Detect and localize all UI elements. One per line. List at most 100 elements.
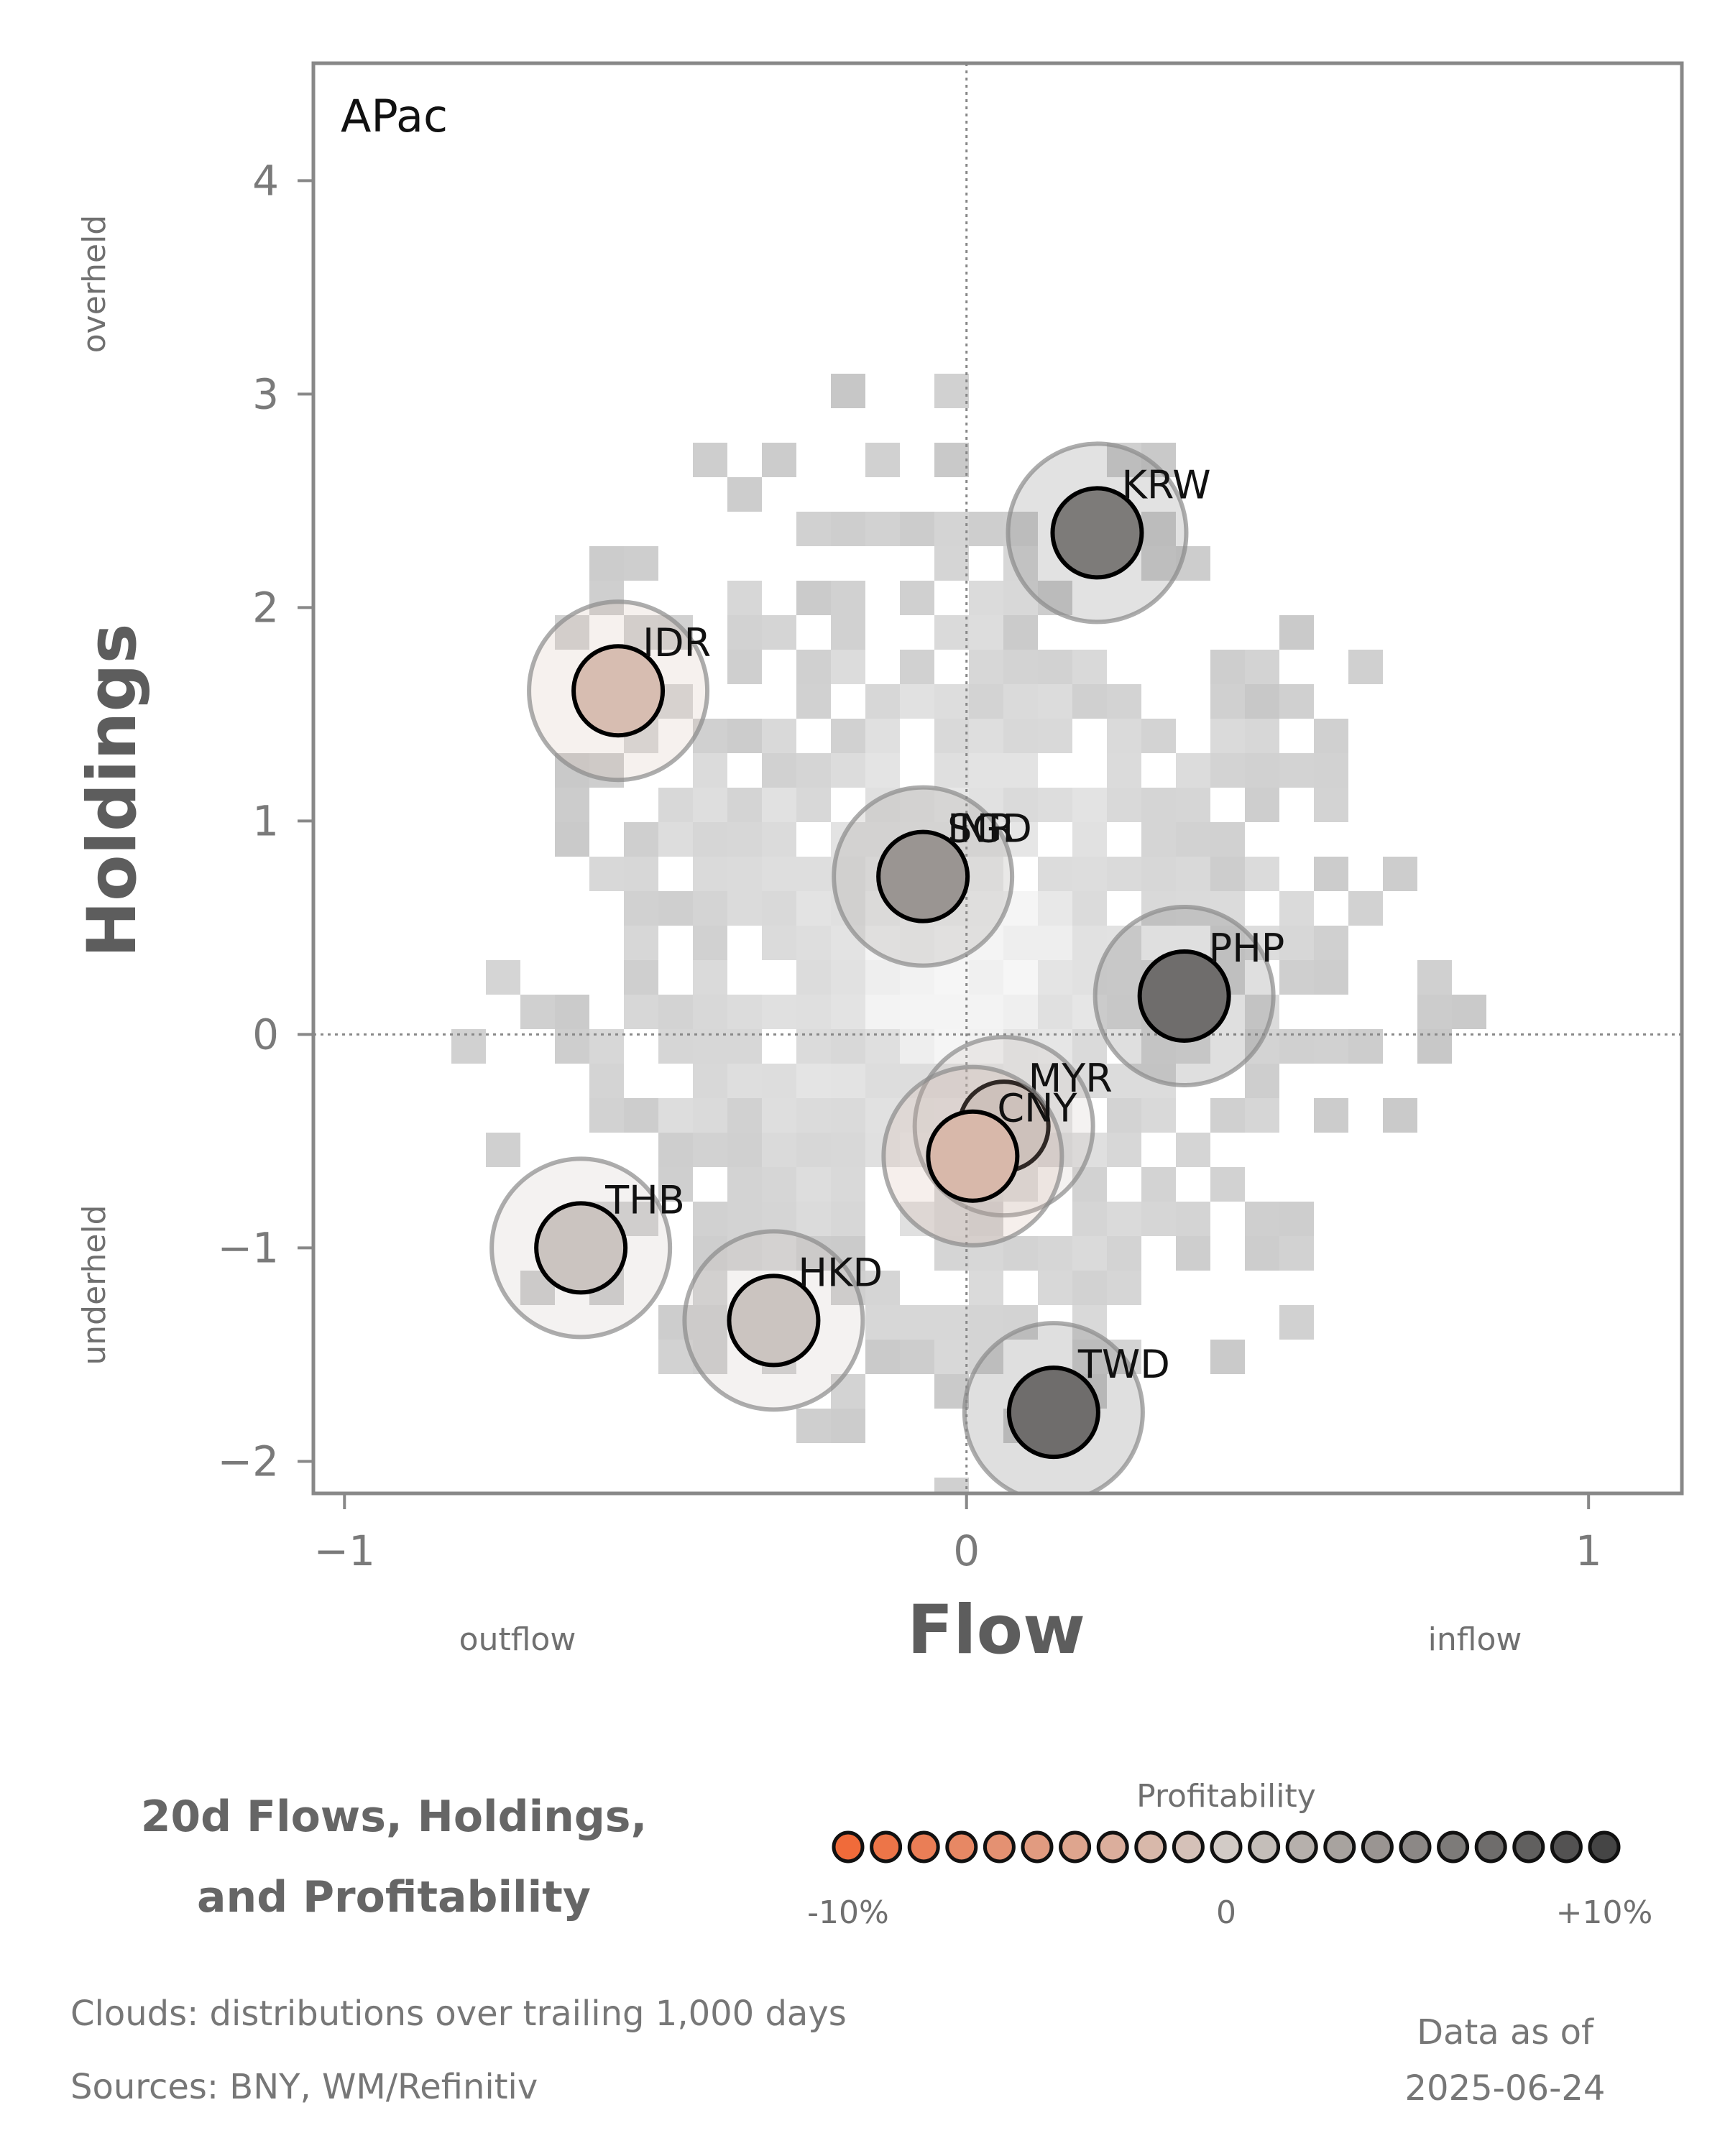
- panel-title: APac: [341, 90, 448, 142]
- cloud-cell: [1314, 960, 1348, 995]
- cloud-cell: [900, 926, 934, 960]
- cloud-cell: [796, 684, 831, 719]
- cloud-cell: [1003, 684, 1038, 719]
- y-tick-label: 3: [252, 369, 279, 418]
- point-label-php: PHP: [1209, 926, 1285, 971]
- footer-clouds-note: Clouds: distributions over trailing 1,00…: [70, 1994, 847, 2034]
- cloud-cell: [589, 1098, 624, 1133]
- point-marker-cny: [926, 1109, 1020, 1203]
- cloud-cell: [934, 374, 969, 408]
- cloud-cell: [589, 1064, 624, 1098]
- cloud-cell: [1072, 857, 1107, 891]
- cloud-cell: [969, 650, 1003, 684]
- cloud-cell: [1003, 960, 1038, 995]
- legend-min-label: -10%: [807, 1894, 889, 1931]
- cloud-cell: [1176, 788, 1210, 822]
- cloud-cell: [1210, 1340, 1245, 1374]
- cloud-cell: [831, 1202, 865, 1236]
- point-label-thb: THB: [604, 1177, 685, 1222]
- cloud-cell: [727, 857, 762, 891]
- point-marker-thb: [534, 1201, 628, 1295]
- x-tick-label: 1: [1576, 1526, 1602, 1575]
- cloud-cell: [865, 684, 900, 719]
- cloud-cell: [1107, 857, 1141, 891]
- cloud-cell: [1072, 788, 1107, 822]
- cloud-cell: [1279, 1305, 1314, 1340]
- cloud-cell: [693, 891, 727, 926]
- cloud-cell: [1210, 857, 1245, 891]
- cloud-cell: [796, 1064, 831, 1098]
- cloud-cell: [900, 1340, 934, 1374]
- cloud-cell: [1107, 1098, 1141, 1133]
- cloud-cell: [1038, 891, 1072, 926]
- cloud-cell: [934, 443, 969, 477]
- cloud-cell: [969, 719, 1003, 753]
- legend-swatch: [1248, 1830, 1281, 1864]
- cloud-cell: [658, 891, 693, 926]
- cloud-cell: [693, 822, 727, 857]
- cloud-cell: [1417, 960, 1452, 995]
- cloud-cell: [1279, 960, 1314, 995]
- cloud-cell: [796, 512, 831, 546]
- cloud-cell: [1210, 1098, 1245, 1133]
- point-label-twd: TWD: [1077, 1342, 1170, 1387]
- cloud-cell: [727, 615, 762, 650]
- cloud-cell: [934, 546, 969, 581]
- cloud-cell: [1279, 684, 1314, 719]
- cloud-cell: [1072, 822, 1107, 857]
- cloud-cell: [762, 788, 796, 822]
- cloud-cell: [486, 960, 520, 995]
- cloud-cell: [727, 822, 762, 857]
- cloud-cell: [934, 995, 969, 1029]
- legend-swatch: [1399, 1830, 1432, 1864]
- cloud-cell: [796, 891, 831, 926]
- cloud-cell: [658, 995, 693, 1029]
- cloud-cell: [1038, 1236, 1072, 1271]
- point-label-myr: MYR: [1029, 1056, 1113, 1101]
- cloud-cell: [969, 581, 1003, 615]
- cloud-cell: [1245, 788, 1279, 822]
- cloud-cell: [624, 960, 658, 995]
- cloud-cell: [589, 581, 624, 615]
- cloud-cell: [1141, 788, 1176, 822]
- legend-swatch: [832, 1830, 865, 1864]
- point-marker-hkd: [727, 1273, 821, 1368]
- cloud-cell: [486, 1133, 520, 1167]
- cloud-cell: [1141, 822, 1176, 857]
- cloud-cell: [555, 788, 589, 822]
- cloud-cell: [1176, 857, 1210, 891]
- cloud-cell: [831, 1167, 865, 1202]
- legend-swatch: [1134, 1830, 1167, 1864]
- cloud-cell: [1314, 926, 1348, 960]
- cloud-cell: [1038, 926, 1072, 960]
- cloud-cell: [1072, 1236, 1107, 1271]
- cloud-cell: [1279, 1202, 1314, 1236]
- cloud-cell: [762, 926, 796, 960]
- y-axis-title: Holdings: [73, 623, 152, 957]
- legend-swatch: [1474, 1830, 1507, 1864]
- cloud-cell: [1038, 857, 1072, 891]
- cloud-cell: [727, 719, 762, 753]
- cloud-cell: [1176, 1236, 1210, 1271]
- cloud-cell: [1279, 891, 1314, 926]
- cloud-cell: [1107, 753, 1141, 788]
- cloud-cell: [969, 1202, 1003, 1236]
- cloud-cell: [1072, 1271, 1107, 1305]
- y-tick-label: −1: [218, 1223, 280, 1272]
- legend-swatch: [945, 1830, 978, 1864]
- cloud-cell: [831, 753, 865, 788]
- cloud-cell: [796, 960, 831, 995]
- point-label-cny: CNY: [997, 1086, 1077, 1131]
- cloud-cell: [693, 1064, 727, 1098]
- cloud-cell: [727, 1167, 762, 1202]
- cloud-cell: [1141, 1167, 1176, 1202]
- cloud-cell: [831, 995, 865, 1029]
- cloud-cell: [762, 615, 796, 650]
- point-label-idr: IDR: [643, 620, 711, 665]
- legend-swatch: [1285, 1830, 1318, 1864]
- cloud-cell: [900, 650, 934, 684]
- cloud-cell: [969, 615, 1003, 650]
- legend-heading-line-2: and Profitability: [197, 1872, 591, 1922]
- cloud-cell: [693, 753, 727, 788]
- cloud-cell: [1245, 857, 1279, 891]
